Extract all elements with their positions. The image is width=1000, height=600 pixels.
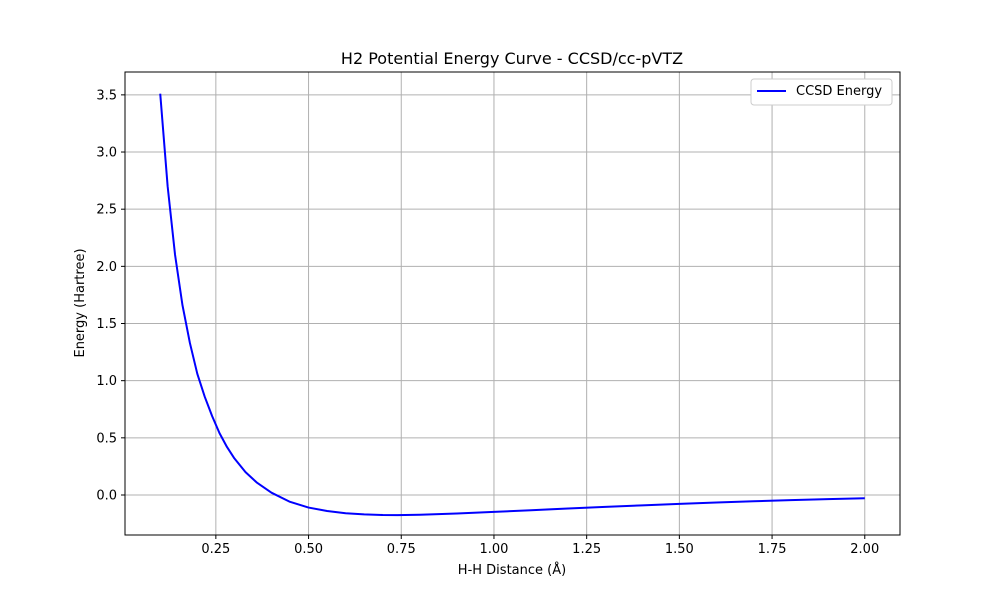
x-tick-label: 1.75 <box>758 542 787 557</box>
y-axis-label: Energy (Hartree) <box>73 248 88 357</box>
x-tick-label: 1.25 <box>572 542 601 557</box>
x-tick-label: 1.00 <box>479 542 508 557</box>
y-tick-label: 3.0 <box>96 146 117 161</box>
y-tick-label: 0.5 <box>96 431 117 446</box>
y-tick-label: 2.5 <box>96 203 117 218</box>
x-tick-label: 0.25 <box>201 542 230 557</box>
y-tick-label: 2.0 <box>96 260 117 275</box>
x-axis: 0.25 0.50 0.75 1.00 1.25 1.50 1.75 2.00 <box>201 535 879 557</box>
legend: CCSD Energy <box>750 78 893 106</box>
y-tick-label: 1.0 <box>96 374 117 389</box>
plot-area <box>159 93 865 517</box>
grid <box>125 72 900 535</box>
x-tick-label: 0.75 <box>387 542 416 557</box>
x-tick-label: 0.50 <box>294 542 323 557</box>
y-axis: 0.0 0.5 1.0 1.5 2.0 2.5 3.0 3.5 <box>96 88 125 503</box>
chart-title: H2 Potential Energy Curve - CCSD/cc-pVTZ <box>341 49 683 68</box>
x-tick-label: 2.00 <box>850 542 879 557</box>
y-tick-label: 3.5 <box>96 88 117 103</box>
legend-label: CCSD Energy <box>796 84 882 99</box>
series-line-ccsd-energy <box>159 93 865 517</box>
y-tick-label: 0.0 <box>96 488 117 503</box>
legend-box <box>750 78 893 106</box>
y-tick-label: 1.5 <box>96 317 117 332</box>
axes-frame <box>124 71 901 536</box>
x-tick-label: 1.50 <box>665 542 694 557</box>
x-axis-label: H-H Distance (Å) <box>458 562 566 578</box>
